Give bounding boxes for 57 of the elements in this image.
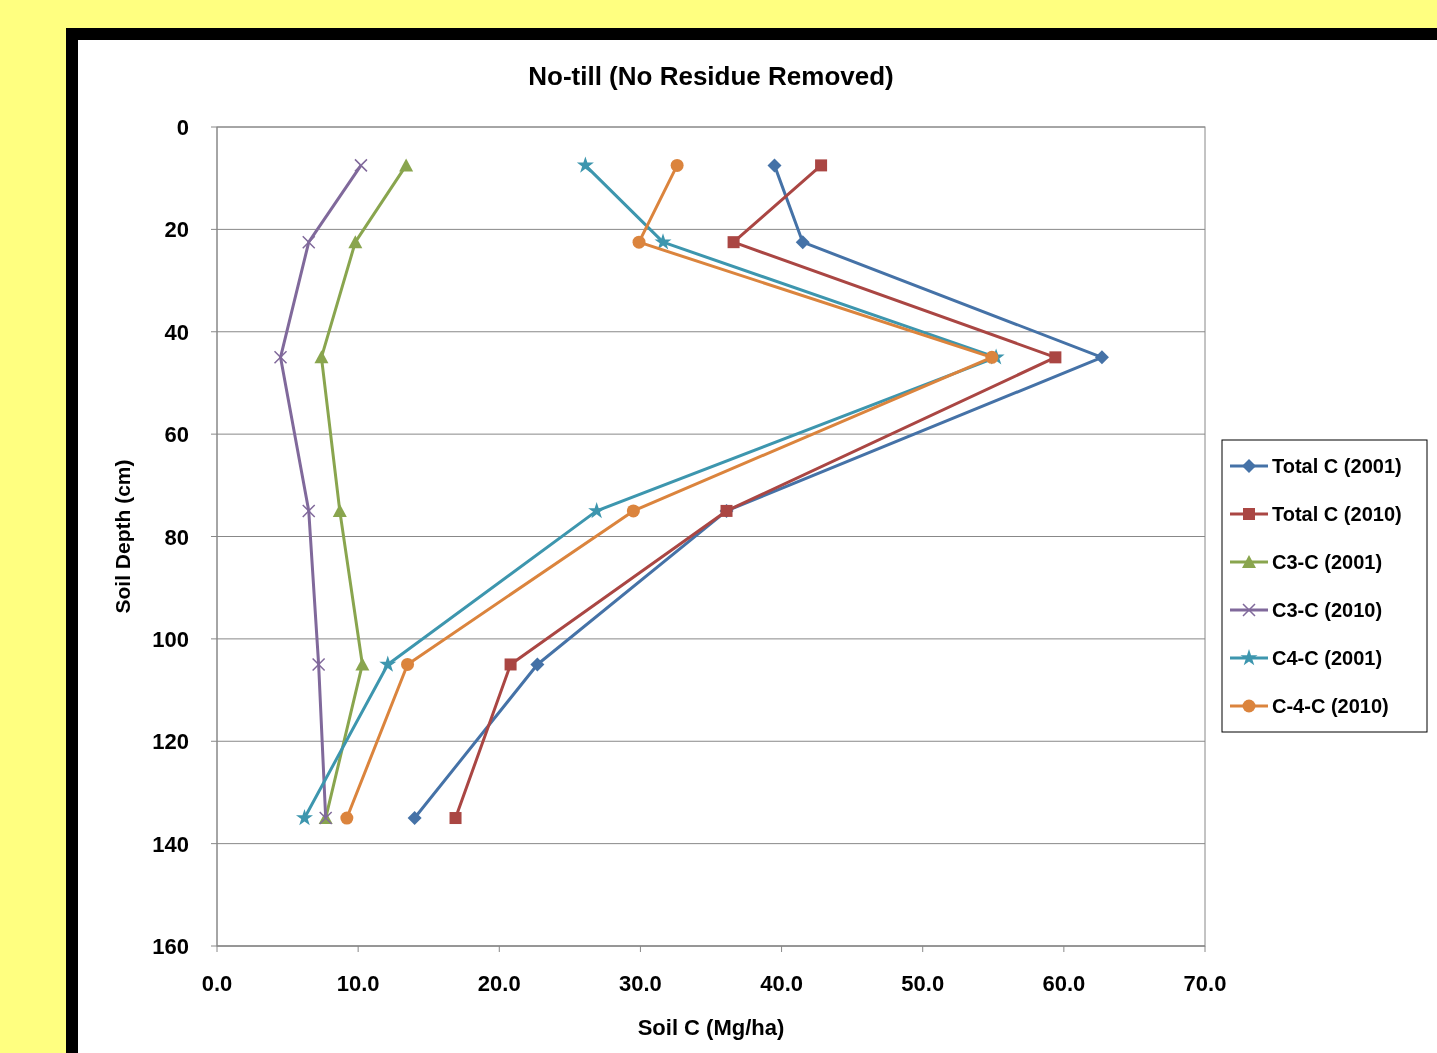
point <box>530 657 545 672</box>
y-tick-label: 140 <box>152 831 189 857</box>
x-tick-label: 10.0 <box>336 971 380 996</box>
point <box>273 350 288 365</box>
point <box>654 233 672 250</box>
x-tick-label: 70.0 <box>1183 971 1227 996</box>
point <box>1049 351 1062 364</box>
y-tick-label: 100 <box>152 626 189 652</box>
legend-label: Total C (2001) <box>1272 455 1402 477</box>
y-tick-label: 120 <box>152 729 189 755</box>
point <box>314 350 329 364</box>
point <box>588 501 606 519</box>
point <box>355 657 370 671</box>
x-tick-label: 20.0 <box>477 971 521 996</box>
point <box>670 158 684 172</box>
point <box>727 236 740 249</box>
point <box>348 235 363 249</box>
point <box>576 156 594 173</box>
point <box>401 657 415 671</box>
x-axis-title: Soil C (Mg/ha) <box>637 1015 785 1040</box>
point <box>632 235 646 249</box>
legend-label: C3-C (2001) <box>1272 551 1383 573</box>
x-tick-label: 50.0 <box>901 971 945 996</box>
legend-label: Total C (2010) <box>1272 503 1402 525</box>
point <box>407 811 422 826</box>
x-tick-label: 60.0 <box>1042 971 1086 996</box>
y-tick-label: 20 <box>164 217 189 243</box>
x-tick-label: 30.0 <box>619 971 662 996</box>
point <box>311 657 326 672</box>
y-tick-label: 60 <box>164 422 189 448</box>
x-tick-label: 0.0 <box>201 971 233 996</box>
y-axis-title: Soil Depth (cm) <box>111 459 134 614</box>
point <box>301 504 316 518</box>
y-tick-label: 160 <box>152 934 189 959</box>
legend-label: C4-C (2001) <box>1272 647 1383 669</box>
y-tick-label: 40 <box>164 319 189 345</box>
point <box>301 235 316 249</box>
point <box>379 655 397 672</box>
x-tick-label: 40.0 <box>760 971 803 996</box>
chart-title: No-till (No Residue Removed) <box>528 61 894 91</box>
point <box>767 158 782 173</box>
point <box>295 809 314 826</box>
point <box>332 503 347 517</box>
point <box>449 812 462 825</box>
y-tick-label: 0 <box>176 115 189 140</box>
point <box>399 158 414 172</box>
point <box>504 658 517 671</box>
legend-label: C3-C (2010) <box>1272 599 1383 621</box>
point <box>985 350 999 364</box>
point <box>815 159 828 172</box>
y-tick-label: 80 <box>164 524 189 550</box>
point <box>795 235 810 250</box>
point <box>1094 350 1109 365</box>
point <box>354 158 368 173</box>
legend-label: C-4-C (2010) <box>1272 695 1389 717</box>
point <box>340 811 354 825</box>
point <box>626 504 640 518</box>
